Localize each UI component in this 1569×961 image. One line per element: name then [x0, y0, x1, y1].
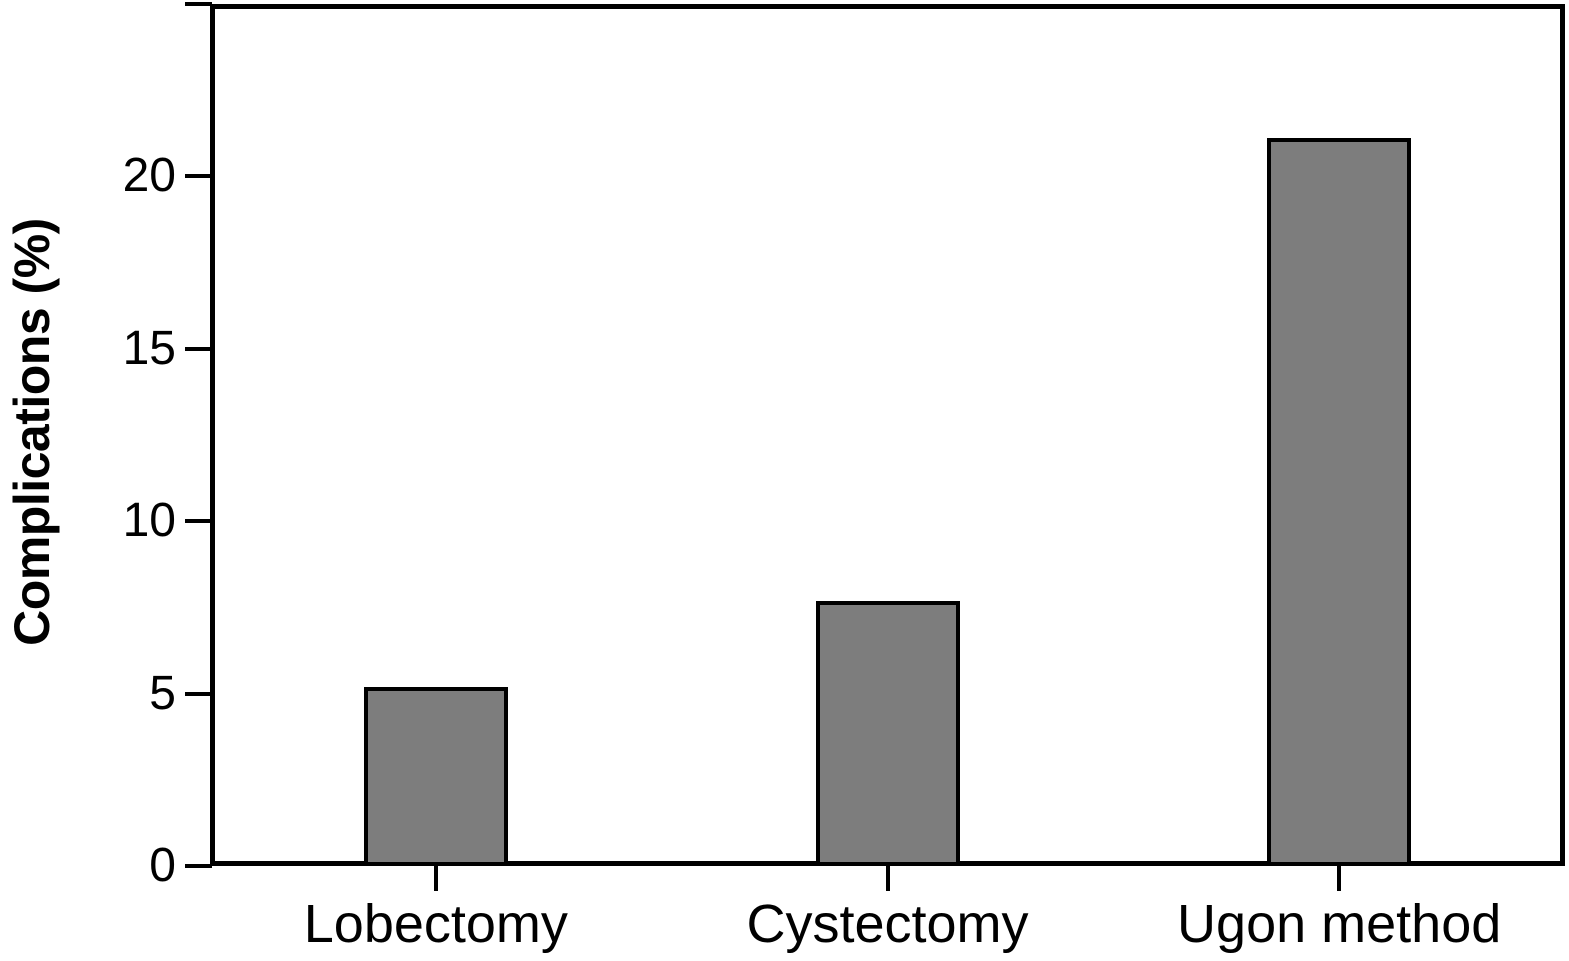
y-axis-tick-mark: [185, 519, 212, 524]
y-axis-tick-mark: [185, 174, 212, 179]
x-category-label: Lobectomy: [303, 894, 568, 954]
y-axis-title: Complications (%): [4, 218, 60, 646]
y-tick-label: 20: [122, 149, 176, 203]
x-category-label: Cystectomy: [746, 894, 1029, 954]
y-axis-tick-mark: [185, 864, 212, 868]
bar-ugon-method: [1267, 138, 1412, 866]
x-axis-tick-mark: [1337, 866, 1342, 891]
x-axis-tick-mark: [433, 866, 438, 891]
bar-cystectomy: [815, 600, 960, 866]
bar-lobectomy: [363, 686, 508, 866]
y-axis-tick-mark: [185, 2, 212, 6]
y-tick-label: 10: [122, 494, 176, 548]
y-axis-tick-mark: [185, 691, 212, 696]
y-tick-label: 15: [122, 321, 176, 375]
x-axis-tick-mark: [885, 866, 890, 891]
y-tick-label: 0: [149, 839, 176, 892]
x-category-label: Ugon method: [1177, 894, 1502, 954]
y-tick-label: 5: [149, 666, 176, 720]
y-axis-tick-mark: [185, 346, 212, 351]
